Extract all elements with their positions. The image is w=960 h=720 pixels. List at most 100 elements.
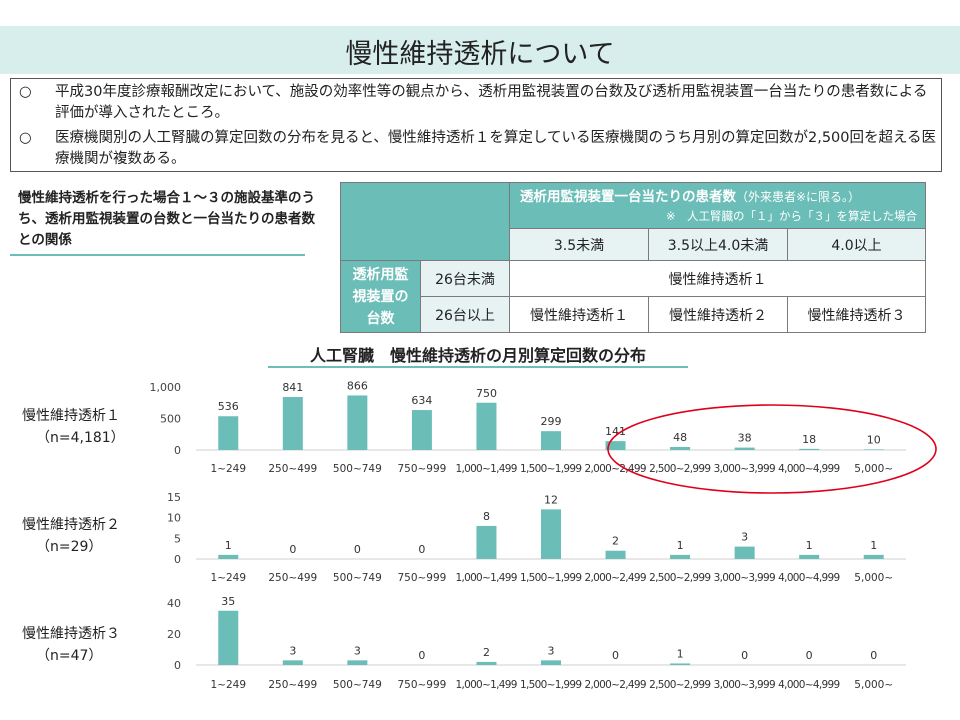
data-label: 0 bbox=[354, 543, 361, 556]
data-label: 3 bbox=[548, 644, 555, 657]
summary-note-2: ○ 医療機関別の人工腎臓の算定回数の分布を見ると、慢性維持透析１を算定している医… bbox=[19, 128, 939, 170]
bar bbox=[347, 660, 368, 665]
data-label: 3 bbox=[741, 531, 748, 544]
x-tick-label: 4,000~4,999 bbox=[778, 572, 840, 584]
x-tick-label: 1~249 bbox=[211, 463, 247, 475]
col-header-main: 透析用監視装置一台当たりの患者数 bbox=[520, 188, 736, 205]
series-label-2: 慢性維持透析２ （n=29） bbox=[22, 514, 120, 558]
x-tick-label: 1,500~1,999 bbox=[520, 572, 582, 584]
x-tick-label: 250~499 bbox=[268, 572, 317, 584]
y-tick-label: 1,000 bbox=[150, 381, 182, 394]
bar bbox=[734, 447, 755, 450]
x-tick-label: 750~999 bbox=[397, 572, 446, 584]
bar bbox=[218, 554, 239, 559]
series-name: 慢性維持透析２ bbox=[22, 517, 120, 533]
y-tick-label: 20 bbox=[167, 628, 181, 641]
x-tick-label: 3,000~3,999 bbox=[714, 463, 776, 475]
matrix-corner bbox=[340, 182, 510, 261]
x-tick-label: 2,500~2,999 bbox=[649, 572, 711, 584]
bar bbox=[347, 395, 368, 450]
x-tick-label: 4,000~4,999 bbox=[778, 463, 840, 475]
bullet-mark: ○ bbox=[19, 130, 32, 146]
title-bar: 慢性維持透析について bbox=[0, 26, 960, 74]
bar bbox=[799, 554, 820, 559]
chart-title: 人工腎臓 慢性維持透析の月別算定回数の分布 bbox=[309, 346, 646, 365]
x-tick-label: 750~999 bbox=[397, 463, 446, 475]
data-label: 18 bbox=[802, 433, 816, 446]
x-tick-label: 750~999 bbox=[397, 679, 446, 691]
bar bbox=[476, 525, 497, 559]
row-1-merged-cell: 慢性維持透析１ bbox=[509, 260, 926, 297]
x-tick-label: 3,000~3,999 bbox=[714, 679, 776, 691]
data-label: 1 bbox=[225, 539, 232, 552]
x-tick-label: 1,500~1,999 bbox=[520, 463, 582, 475]
bar bbox=[218, 610, 239, 665]
x-tick-label: 1,000~1,499 bbox=[455, 679, 517, 691]
x-tick-label: 2,500~2,999 bbox=[649, 679, 711, 691]
data-label: 38 bbox=[738, 432, 752, 445]
x-tick-label: 250~499 bbox=[268, 463, 317, 475]
bar bbox=[541, 431, 561, 450]
bar bbox=[863, 554, 884, 559]
x-tick-label: 1,000~1,499 bbox=[455, 463, 517, 475]
data-label: 3 bbox=[354, 644, 361, 657]
x-tick-label: 3,000~3,999 bbox=[714, 572, 776, 584]
bar bbox=[541, 509, 561, 559]
y-tick-label: 15 bbox=[167, 491, 181, 504]
series-count: （n=47） bbox=[36, 648, 103, 664]
data-label: 1 bbox=[677, 647, 684, 660]
data-label: 3 bbox=[289, 644, 296, 657]
data-label: 536 bbox=[218, 400, 239, 413]
x-tick-label: 500~749 bbox=[333, 463, 382, 475]
x-tick-label: 500~749 bbox=[333, 572, 382, 584]
x-tick-label: 1,000~1,499 bbox=[455, 572, 517, 584]
data-label: 12 bbox=[544, 493, 558, 506]
series-count: （n=4,181） bbox=[36, 430, 125, 446]
criteria-matrix: 透析用監視装置一台当たりの患者数（外来患者※に限る。） ※ 人工腎臓の「１」から… bbox=[340, 182, 926, 333]
series-label-1: 慢性維持透析１ （n=4,181） bbox=[22, 405, 125, 449]
data-label: 750 bbox=[476, 387, 497, 400]
x-tick-label: 500~749 bbox=[333, 679, 382, 691]
bullet-mark: ○ bbox=[19, 84, 32, 100]
side-heading-underline bbox=[10, 254, 305, 256]
bar bbox=[605, 441, 626, 450]
matrix-col-header: 透析用監視装置一台当たりの患者数（外来患者※に限る。） ※ 人工腎臓の「１」から… bbox=[509, 182, 926, 229]
col-label-1: 3.5未満 bbox=[509, 228, 649, 261]
data-label: 0 bbox=[741, 649, 748, 662]
chart-title-underline bbox=[268, 366, 688, 368]
page-title: 慢性維持透析について bbox=[345, 39, 615, 70]
summary-note-1: ○ 平成30年度診療報酬改定において、施設の効率性等の観点から、透析用監視装置の… bbox=[19, 82, 939, 124]
data-label: 8 bbox=[483, 510, 490, 523]
bar bbox=[863, 449, 884, 450]
col-header-paren: （外来患者※に限る。） bbox=[736, 189, 861, 204]
y-tick-label: 0 bbox=[174, 659, 181, 672]
x-tick-label: 1~249 bbox=[211, 679, 247, 691]
x-tick-label: 5,000~ bbox=[854, 679, 893, 691]
row-header: 透析用監視装置の台数 bbox=[340, 260, 421, 333]
bar bbox=[282, 660, 303, 665]
y-tick-label: 5 bbox=[174, 532, 181, 545]
data-label: 1 bbox=[870, 539, 877, 552]
row-2-cell-3: 慢性維持透析３ bbox=[787, 296, 926, 333]
x-tick-label: 2,000~2,499 bbox=[585, 679, 647, 691]
x-tick-label: 2,000~2,499 bbox=[585, 572, 647, 584]
data-label: 634 bbox=[411, 394, 432, 407]
bar bbox=[411, 410, 432, 450]
x-tick-label: 1,500~1,999 bbox=[520, 679, 582, 691]
x-tick-label: 1~249 bbox=[211, 572, 247, 584]
row-label-2: 26台以上 bbox=[420, 296, 510, 333]
data-label: 35 bbox=[221, 595, 235, 608]
row-label-1: 26台未満 bbox=[420, 260, 510, 297]
series-name: 慢性維持透析１ bbox=[22, 408, 120, 424]
bar bbox=[476, 402, 497, 450]
x-tick-label: 2,000~2,499 bbox=[585, 463, 647, 475]
y-tick-label: 40 bbox=[167, 597, 181, 610]
data-label: 0 bbox=[289, 543, 296, 556]
bar bbox=[605, 550, 626, 559]
data-label: 10 bbox=[867, 433, 881, 446]
bar bbox=[734, 546, 755, 559]
y-tick-label: 0 bbox=[174, 444, 181, 457]
data-label: 866 bbox=[347, 379, 368, 392]
data-label: 141 bbox=[605, 425, 626, 438]
